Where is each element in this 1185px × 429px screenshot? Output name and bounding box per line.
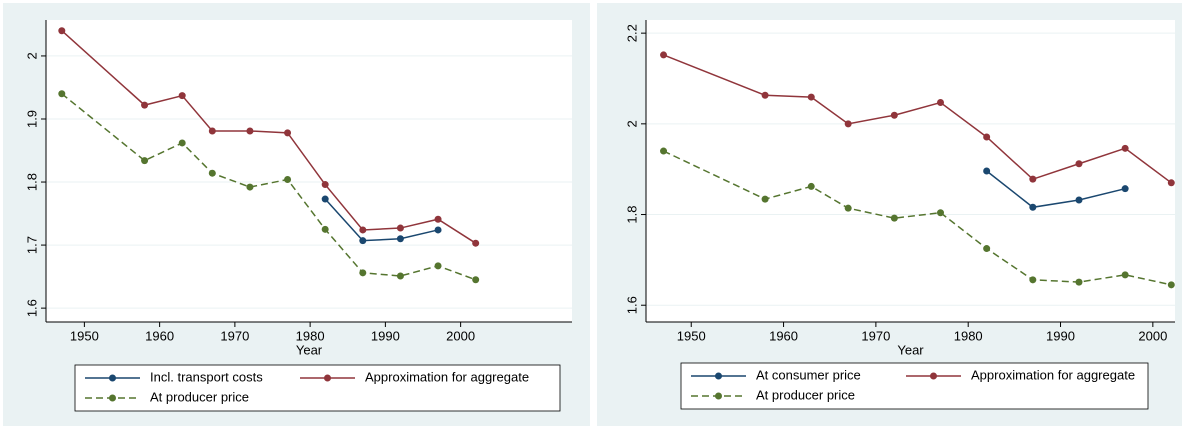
legend-marker — [715, 372, 722, 380]
x-tick-label: 1960 — [769, 328, 798, 343]
plot-area — [46, 20, 572, 322]
y-tick-label: 1.6 — [24, 299, 39, 317]
y-tick-label: 1.7 — [24, 236, 39, 254]
legend-label: At producer price — [756, 387, 855, 402]
x-tick-label: 1980 — [954, 328, 983, 343]
series-line — [663, 150, 1172, 286]
data-point — [284, 129, 292, 137]
series-line — [986, 170, 1126, 209]
data-point — [58, 27, 66, 35]
legend-label: Approximation for aggregate — [971, 367, 1135, 382]
x-tick-label: 1950 — [70, 328, 99, 343]
x-tick-label: 1970 — [220, 328, 249, 343]
y-tick-label: 2.2 — [624, 24, 639, 42]
data-point — [141, 157, 149, 165]
data-point — [844, 120, 852, 128]
data-point — [890, 111, 898, 119]
data-point — [983, 133, 991, 141]
data-point — [208, 127, 216, 135]
data-point — [1029, 175, 1037, 183]
data-point — [1075, 196, 1083, 204]
legend-box — [74, 364, 561, 412]
x-tick-label: 2000 — [1138, 328, 1167, 343]
data-point — [660, 147, 668, 155]
x-tick-label: 1970 — [861, 328, 890, 343]
plot-area — [646, 20, 1175, 322]
data-point — [359, 237, 367, 245]
data-point — [208, 169, 216, 177]
data-point — [1167, 179, 1175, 187]
legend-box — [680, 362, 1149, 410]
data-point — [844, 204, 852, 212]
y-tick-label: 1.9 — [24, 110, 39, 128]
data-point — [246, 183, 254, 191]
data-point — [983, 245, 991, 253]
y-tick-label: 2 — [24, 52, 39, 59]
data-point — [472, 239, 480, 247]
data-point — [761, 195, 769, 203]
x-axis-label: Year — [897, 342, 924, 357]
data-point — [660, 51, 668, 59]
data-point — [396, 235, 404, 243]
data-point — [937, 99, 945, 107]
x-axis-label: Year — [296, 342, 323, 357]
y-tick-label: 1.8 — [24, 173, 39, 191]
x-tick-label: 1990 — [1046, 328, 1075, 343]
data-point — [396, 224, 404, 232]
y-tick-label: 2 — [624, 120, 639, 127]
legend-marker — [324, 374, 331, 382]
data-point — [983, 167, 991, 175]
data-point — [1121, 144, 1129, 152]
data-point — [246, 127, 254, 135]
legend-label: Approximation for aggregate — [365, 369, 529, 384]
data-point — [807, 182, 815, 190]
x-tick-label: 2000 — [446, 328, 475, 343]
data-point — [359, 226, 367, 234]
data-point — [937, 209, 945, 217]
data-point — [321, 225, 329, 233]
data-point — [472, 276, 480, 284]
legend-label: At producer price — [150, 389, 249, 404]
data-point — [321, 195, 329, 203]
x-tick-label: 1990 — [371, 328, 400, 343]
data-point — [321, 181, 329, 189]
data-point — [1075, 160, 1083, 168]
y-tick-label: 1.8 — [624, 205, 639, 223]
legend-marker — [930, 372, 937, 380]
data-point — [1121, 185, 1129, 193]
data-point — [396, 272, 404, 280]
data-point — [434, 226, 442, 234]
data-point — [178, 139, 186, 147]
data-point — [807, 93, 815, 101]
data-point — [434, 215, 442, 223]
data-point — [761, 91, 769, 99]
x-tick-label: 1950 — [677, 328, 706, 343]
data-point — [1029, 203, 1037, 211]
x-tick-label: 1980 — [296, 328, 325, 343]
legend-label: Incl. transport costs — [150, 369, 263, 384]
data-point — [1029, 276, 1037, 284]
data-point — [1167, 281, 1175, 289]
data-point — [890, 214, 898, 222]
data-point — [178, 92, 186, 100]
legend-marker — [109, 394, 116, 402]
legend-marker — [109, 374, 116, 382]
x-tick-label: 1960 — [145, 328, 174, 343]
data-point — [1075, 278, 1083, 286]
data-point — [141, 101, 149, 109]
data-point — [434, 262, 442, 270]
series-line — [324, 198, 439, 242]
data-point — [284, 176, 292, 184]
data-point — [1121, 271, 1129, 279]
y-tick-label: 1.6 — [624, 296, 639, 314]
legend-marker — [715, 392, 722, 400]
data-point — [359, 269, 367, 277]
data-point — [58, 90, 66, 98]
legend-label: At consumer price — [756, 367, 861, 382]
